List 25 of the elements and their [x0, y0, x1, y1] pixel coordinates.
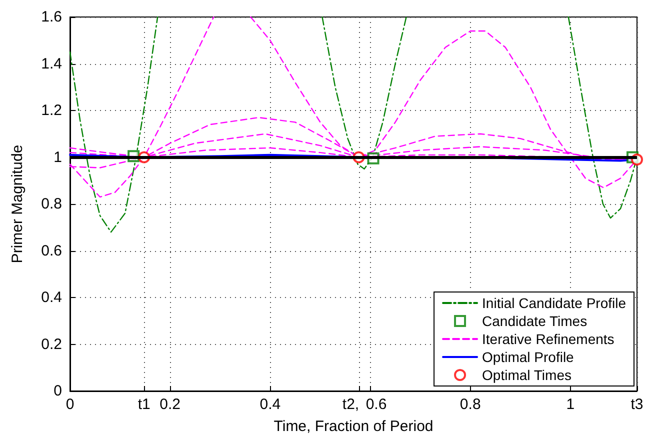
y-tick-label: 0.6: [41, 242, 62, 260]
legend-label: Initial Candidate Profile: [482, 295, 626, 311]
y-tick-label: 1.6: [41, 8, 62, 26]
x-axis-title: Time, Fraction of Period: [274, 418, 434, 435]
y-axis-title: Primer Magnitude: [9, 144, 26, 264]
y-tick-label: 0.2: [41, 336, 62, 353]
x-tick-label: 1: [566, 396, 575, 413]
x-tick-label: 0.2: [160, 396, 181, 413]
x-tick-label: 0.6: [366, 396, 387, 413]
y-tick-label: 1: [54, 148, 62, 166]
legend-label: Optimal Profile: [482, 349, 574, 365]
legend-label: Candidate Times: [482, 313, 588, 329]
y-tick-label: 1.4: [41, 55, 62, 72]
y-tick-label: 0.4: [41, 289, 62, 306]
x-tick-label: t1: [138, 396, 150, 413]
x-tick-label: t3: [630, 396, 644, 413]
legend-label: Optimal Times: [482, 367, 572, 383]
x-tick-label: 0.4: [260, 396, 281, 413]
y-tick-label: 0: [54, 382, 62, 400]
x-tick-label: 0.8: [460, 396, 481, 413]
x-tick-label: 0: [66, 396, 74, 413]
x-tick-label: t2,: [342, 396, 360, 413]
y-tick-label: 1.2: [41, 102, 62, 119]
legend-label: Iterative Refinements: [482, 331, 614, 347]
y-tick-label: 0.8: [41, 196, 62, 212]
